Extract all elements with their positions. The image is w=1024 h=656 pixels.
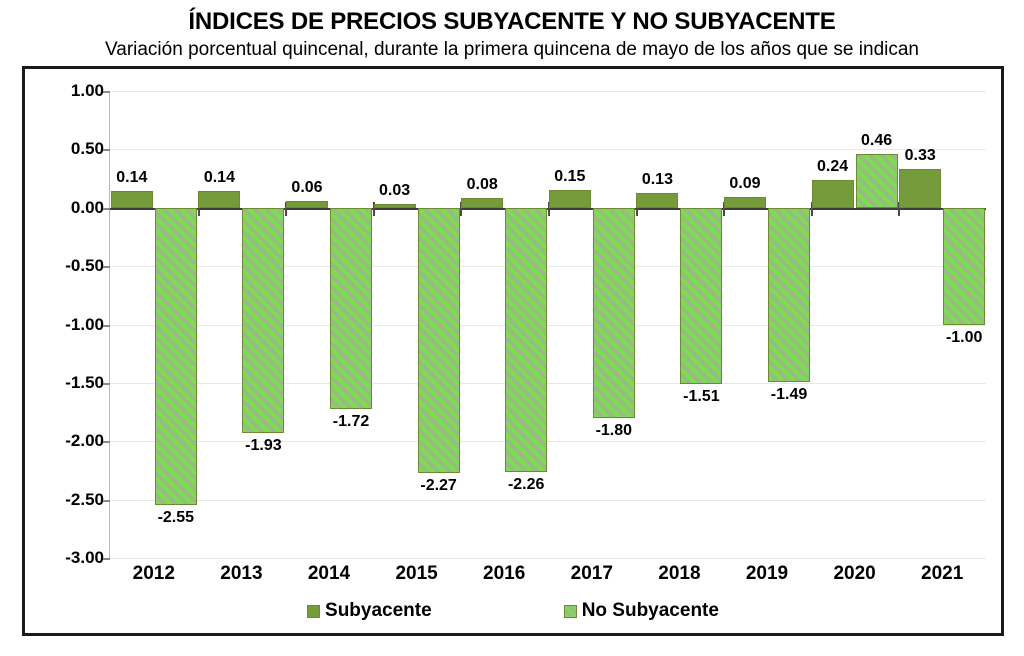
category-separator-tick bbox=[197, 201, 200, 216]
chart-legend: Subyacente No Subyacente bbox=[22, 600, 1004, 622]
bar-value-label: -1.51 bbox=[683, 388, 720, 406]
gridline bbox=[110, 558, 986, 559]
bar-value-label: -2.27 bbox=[420, 476, 457, 494]
y-axis-tick-label: -2.50 bbox=[65, 489, 104, 509]
category-separator-tick bbox=[460, 201, 463, 216]
x-axis-label-2017: 2017 bbox=[570, 563, 613, 584]
bar-value-label: -2.26 bbox=[507, 475, 545, 493]
gridline bbox=[110, 382, 986, 384]
y-axis-tick bbox=[103, 499, 110, 502]
bar-value-label: 0.14 bbox=[116, 169, 148, 187]
bar-value-label: 0.33 bbox=[904, 147, 936, 165]
category-separator-tick bbox=[810, 201, 813, 216]
bar-value-label: 0.14 bbox=[203, 169, 235, 187]
x-axis-label-2012: 2012 bbox=[132, 563, 175, 584]
y-axis-tick-label: -1.50 bbox=[65, 372, 104, 392]
x-axis-label-2015: 2015 bbox=[395, 563, 438, 584]
category-separator-tick bbox=[372, 201, 375, 216]
bar-value-label: 0.08 bbox=[466, 176, 498, 194]
y-axis-tick-label: 0.50 bbox=[70, 139, 104, 159]
bar-no-subyacente-2013[interactable] bbox=[242, 207, 285, 434]
gridline bbox=[110, 266, 986, 268]
y-axis-labels: 1.00 0.50 0.00 -0.50 -1.00 -1.50 -2.00 -2.50 -3.… bbox=[32, 66, 104, 636]
bar-subyacente-2016[interactable] bbox=[461, 198, 504, 208]
y-axis-tick-label: -1.00 bbox=[65, 314, 104, 334]
bar-subyacente-2014[interactable] bbox=[286, 200, 328, 208]
legend-label: No Subyacente bbox=[581, 600, 719, 621]
bar-value-label: -1.80 bbox=[595, 421, 633, 439]
plot-area: 0.14 -2.55 0.14 -1.93 0.06 -1.72 0.03 -2.27 0.08… bbox=[103, 91, 986, 560]
page-title: ÍNDICES DE PRECIOS SUBYACENTE Y NO SUBYA… bbox=[188, 8, 836, 35]
bar-value-label: 0.06 bbox=[291, 178, 323, 196]
bar-subyacente-2020[interactable] bbox=[811, 179, 854, 208]
y-axis-tick bbox=[103, 558, 110, 560]
y-axis-tick bbox=[103, 207, 110, 210]
y-axis-tick bbox=[103, 441, 110, 444]
category-separator-tick bbox=[898, 201, 901, 216]
bar-value-label: -2.55 bbox=[157, 509, 195, 527]
y-axis-tick bbox=[103, 324, 110, 327]
gridline bbox=[110, 499, 986, 501]
chart-plot-wrapper: 1.00 0.50 0.00 -0.50 -1.00 -1.50 -2.00 -2.50 -3.… bbox=[22, 66, 1004, 636]
bar-no-subyacente-2012[interactable] bbox=[154, 207, 197, 506]
bar-subyacente-2018[interactable] bbox=[636, 192, 679, 208]
y-axis-tick-label: 1.00 bbox=[70, 81, 104, 100]
bar-no-subyacente-2020[interactable] bbox=[855, 154, 898, 208]
gridline bbox=[110, 324, 986, 326]
category-separator-tick bbox=[285, 201, 288, 216]
bar-no-subyacente-2021[interactable] bbox=[943, 207, 986, 325]
y-axis-tick bbox=[103, 149, 110, 152]
category-separator-tick bbox=[723, 201, 726, 216]
bar-value-label: 0.13 bbox=[641, 170, 673, 188]
y-axis-tick bbox=[103, 266, 110, 269]
bar-no-subyacente-2015[interactable] bbox=[417, 207, 460, 473]
bar-no-subyacente-2017[interactable] bbox=[592, 207, 635, 418]
y-axis-tick bbox=[103, 382, 110, 385]
bar-no-subyacente-2019[interactable] bbox=[768, 207, 810, 382]
legend-swatch-icon bbox=[307, 604, 321, 618]
bar-subyacente-2015[interactable] bbox=[373, 204, 416, 208]
bar-value-label: 0.46 bbox=[861, 132, 893, 150]
x-axis-label-2018: 2018 bbox=[658, 563, 701, 584]
bar-value-label: -1.93 bbox=[245, 437, 282, 455]
legend-item-subyacente[interactable]: Subyacente bbox=[307, 600, 432, 622]
y-axis-tick bbox=[103, 91, 110, 93]
bar-value-label: -1.00 bbox=[945, 328, 983, 346]
bar-subyacente-2013[interactable] bbox=[198, 191, 241, 208]
bar-value-label: 0.15 bbox=[554, 168, 586, 186]
x-axis-label-2014: 2014 bbox=[307, 563, 351, 584]
y-axis-tick-label: -0.50 bbox=[65, 256, 104, 276]
bar-value-label: 0.24 bbox=[817, 157, 849, 175]
legend-item-no-subyacente[interactable]: No Subyacente bbox=[563, 600, 719, 622]
legend-label: Subyacente bbox=[325, 600, 432, 621]
legend-swatch-icon bbox=[563, 604, 577, 618]
bar-value-label: -1.49 bbox=[770, 385, 808, 403]
category-separator-tick bbox=[635, 201, 638, 216]
bar-value-label: 0.09 bbox=[729, 175, 761, 193]
bar-value-label: -1.72 bbox=[332, 412, 370, 430]
bar-value-label: 0.03 bbox=[379, 182, 411, 200]
x-axis-label-2013: 2013 bbox=[220, 563, 263, 584]
bar-subyacente-2019[interactable] bbox=[724, 197, 766, 208]
bar-no-subyacente-2014[interactable] bbox=[330, 207, 372, 409]
x-axis-labels: 2012 2013 2014 2015 2016 2017 2018 2019 2020 2021 bbox=[110, 563, 986, 595]
x-axis-label-2020: 2020 bbox=[833, 563, 876, 584]
bar-no-subyacente-2016[interactable] bbox=[505, 207, 548, 472]
y-axis-tick-label: -3.00 bbox=[65, 548, 104, 567]
bar-subyacente-2021[interactable] bbox=[899, 169, 942, 208]
page-subtitle: Variación porcentual quincenal, durante … bbox=[104, 39, 919, 60]
bar-subyacente-2017[interactable] bbox=[548, 190, 591, 208]
x-axis-label-2019: 2019 bbox=[745, 563, 789, 584]
gridline bbox=[110, 91, 986, 92]
gridline bbox=[110, 149, 986, 151]
y-axis-tick-label: -2.00 bbox=[65, 431, 104, 451]
y-axis-tick-label: 0.00 bbox=[70, 197, 104, 217]
bar-subyacente-2012[interactable] bbox=[110, 191, 153, 208]
category-separator-tick bbox=[548, 201, 550, 216]
bar-no-subyacente-2018[interactable] bbox=[680, 207, 723, 385]
x-axis-label-2021: 2021 bbox=[921, 563, 964, 584]
x-axis-label-2016: 2016 bbox=[483, 563, 526, 584]
gridline bbox=[110, 441, 986, 443]
